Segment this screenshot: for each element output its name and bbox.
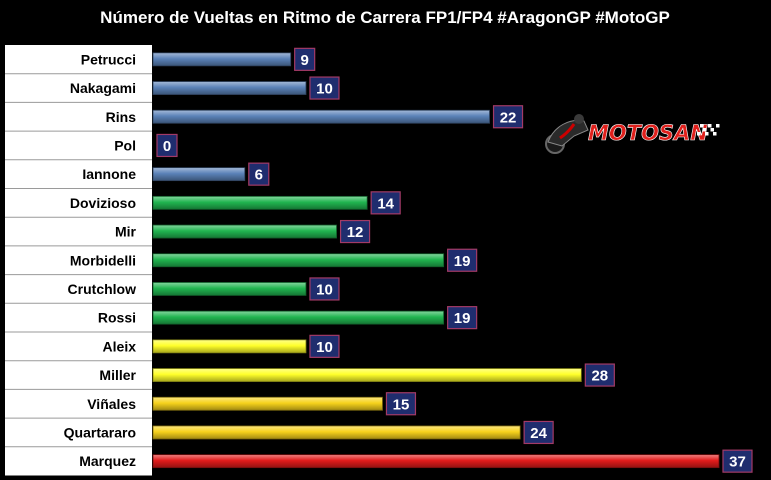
position-label: 1º — [10, 455, 26, 468]
bar-petrucci — [152, 52, 292, 67]
position-label: 7º — [10, 282, 26, 295]
position-label: 8º — [10, 254, 26, 267]
value-box — [447, 248, 478, 272]
bar-aleix — [152, 339, 307, 354]
rider-label: Iannone — [82, 166, 136, 182]
flag-square — [710, 128, 714, 132]
rider-label: Dovizioso — [70, 195, 136, 211]
position-label: 4º — [10, 369, 26, 382]
value-box — [294, 47, 316, 71]
position-label: 3º — [10, 397, 26, 410]
value-box — [156, 133, 178, 158]
rider-label: Miller — [99, 367, 136, 383]
position-label: 11º — [10, 164, 26, 184]
motosan-logo: MOTOSAN — [545, 114, 720, 154]
label-panel — [5, 45, 152, 476]
bar-rossi — [152, 310, 445, 325]
value-box — [309, 277, 340, 301]
value-box — [370, 191, 401, 215]
data-label: 9 — [301, 52, 309, 69]
rider-label: Aleix — [103, 338, 137, 354]
rider-label: Pol — [114, 137, 136, 153]
rider-label: Petrucci — [81, 51, 136, 67]
value-box — [584, 363, 615, 387]
bar-marquez — [152, 454, 720, 469]
position-label: 13º — [10, 106, 26, 127]
value-box — [309, 76, 340, 100]
position-label: 10º — [10, 193, 26, 214]
position-label: 2º — [10, 426, 26, 439]
rider-label: Quartararo — [64, 424, 136, 440]
data-label: 12 — [347, 224, 364, 241]
bar-iannone — [152, 167, 246, 182]
data-label: 15 — [393, 396, 410, 413]
rider-stripe-icon — [559, 123, 576, 140]
value-box — [722, 449, 753, 473]
flag-square — [716, 124, 720, 128]
position-label: 9º — [10, 225, 26, 238]
position-label: 6º — [10, 311, 26, 324]
value-box — [385, 392, 417, 416]
rider-label: Rossi — [98, 310, 136, 326]
helmet-icon — [574, 114, 584, 124]
data-label: 24 — [530, 425, 547, 442]
rider-label: Rins — [106, 109, 137, 125]
bar-dovizioso — [152, 195, 368, 210]
value-box — [447, 306, 478, 330]
data-label: 37 — [729, 454, 746, 471]
data-label: 19 — [454, 253, 471, 270]
flag-square — [700, 124, 704, 128]
bar-mir — [152, 224, 337, 239]
rider-label: Morbidelli — [70, 252, 136, 268]
bar-viales — [152, 396, 383, 411]
motorcycle-rider-icon — [545, 114, 589, 154]
flag-square — [705, 132, 709, 136]
chart-title: Número de Vueltas en Ritmo de Carrera FP… — [100, 8, 670, 27]
bar-morbidelli — [152, 253, 445, 268]
flag-square — [713, 132, 717, 136]
value-box — [248, 162, 270, 186]
position-label: 15º — [10, 49, 26, 70]
bar-miller — [152, 368, 582, 382]
position-label: 12º — [10, 135, 26, 156]
data-label: 19 — [454, 310, 471, 327]
rider-label: Viñales — [87, 396, 136, 412]
value-box — [309, 334, 340, 358]
data-label: 10 — [316, 339, 333, 356]
rider-label: Nakagami — [70, 80, 136, 96]
data-label: 10 — [316, 281, 333, 298]
data-label: 14 — [377, 195, 394, 212]
rider-label: Marquez — [79, 453, 136, 469]
value-box — [339, 219, 371, 244]
flag-square — [697, 132, 701, 136]
bar-crutchlow — [152, 282, 307, 296]
bar-nakagami — [152, 81, 307, 95]
rider-label: Mir — [115, 224, 137, 240]
data-label: 10 — [316, 81, 333, 98]
logo-text: MOTOSAN — [588, 121, 708, 145]
bar-rins — [152, 109, 490, 124]
rider-label: Crutchlow — [68, 281, 137, 297]
position-label: 5º — [10, 340, 26, 353]
data-label: 28 — [591, 368, 608, 385]
data-label: 0 — [163, 138, 171, 155]
value-box — [492, 105, 524, 129]
checkered-flag-icon — [697, 124, 720, 136]
value-box — [523, 420, 554, 445]
data-label: 22 — [500, 109, 517, 126]
position-label: 14º — [10, 78, 26, 99]
flag-square — [702, 128, 706, 132]
data-label: 6 — [255, 167, 263, 184]
flag-square — [708, 124, 712, 128]
bar-quartararo — [152, 425, 521, 440]
